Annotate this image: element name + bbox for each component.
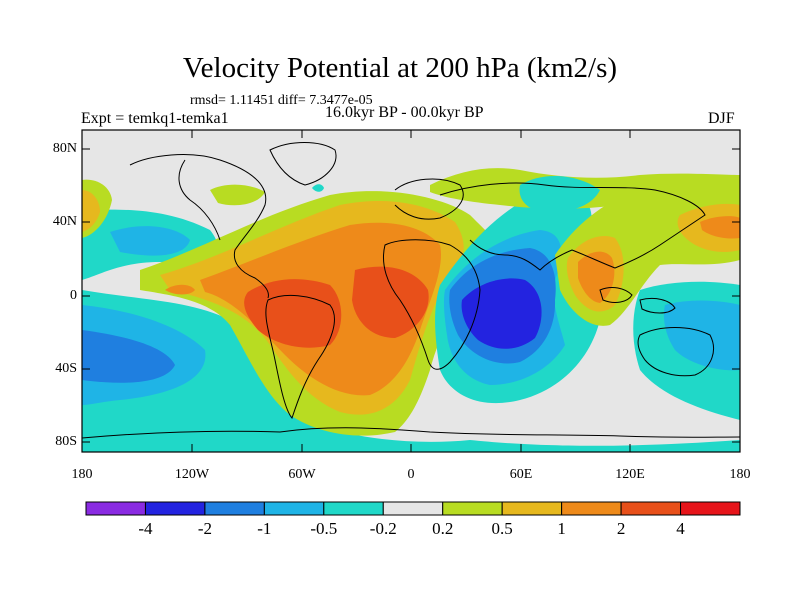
colorbar	[85, 501, 741, 516]
coast-southamerica	[265, 295, 335, 419]
coast-greenland	[269, 142, 337, 186]
contour-orange-northpacific	[700, 216, 740, 239]
contour-yellowgreen-alaska	[210, 184, 265, 206]
contour-cyan-northatlantic	[519, 175, 600, 212]
contour-orange-mid-pacific	[165, 284, 195, 295]
coast-australia	[637, 327, 714, 377]
colorbar-label: 2	[616, 519, 626, 538]
lon-label: 60E	[509, 467, 533, 482]
period-label: 16.0kyr BP - 00.0kyr BP	[325, 104, 484, 121]
contour-darkblue-indian	[461, 278, 542, 349]
colorbar-label: 0.5	[491, 519, 513, 538]
colorbar-box	[501, 501, 563, 516]
lon-label: 180	[729, 467, 751, 482]
contour-fill-layer	[82, 168, 740, 452]
colorbar-label: 0.2	[432, 519, 454, 538]
lon-ticks	[81, 130, 741, 452]
map-title: Velocity Potential at 200 hPa (km2/s)	[182, 52, 618, 84]
stats-text: rmsd= 1.11451 diff= 7.3477e-05	[190, 93, 373, 108]
lat-label: 40S	[55, 361, 77, 376]
experiment-label: Expt = temkq1-temka1	[81, 110, 229, 127]
colorbar-label: -1	[257, 519, 272, 538]
lon-label: 120E	[615, 467, 645, 482]
contour-red-africa	[352, 266, 429, 338]
colorbar-label: -0.2	[369, 519, 397, 538]
colorbar-label: -0.5	[310, 519, 338, 538]
colorbar-label: -2	[197, 519, 212, 538]
contour-blue-west	[82, 330, 175, 383]
coast-antarctica	[82, 427, 740, 439]
lon-label: 180	[71, 467, 93, 482]
colorbar-box	[144, 501, 206, 516]
lat-label: 80N	[52, 141, 77, 156]
colorbar-box	[620, 501, 682, 516]
colorbar-box	[561, 501, 622, 516]
colorbar-box	[382, 501, 444, 516]
lon-label: 0	[407, 467, 415, 482]
colorbar-box	[680, 501, 741, 516]
colorbar-label: 4	[676, 519, 685, 538]
coast-maritime	[599, 287, 676, 314]
contour-lightblue-southpacific	[663, 300, 740, 371]
colorbar-label: 1	[557, 519, 566, 538]
contour-lightblue-nw	[110, 226, 190, 256]
season-label: DJF	[708, 110, 735, 127]
colorbar-box	[323, 501, 384, 516]
lon-label: 120W	[174, 467, 210, 482]
lat-label: 0	[70, 288, 77, 303]
colorbar-box	[85, 501, 146, 516]
colorbar-box	[263, 501, 325, 516]
coast-eurasia	[439, 182, 706, 271]
coast-northamerica	[129, 154, 269, 299]
lon-label: 60W	[288, 467, 316, 482]
colorbar-label: -4	[138, 519, 153, 538]
lat-ticks	[82, 148, 740, 443]
contour-cyan-greenland-spot	[312, 184, 324, 192]
coastline-layer	[82, 142, 740, 439]
colorbar-box	[442, 501, 503, 516]
lat-label: 40N	[52, 214, 77, 229]
lat-label: 80S	[55, 434, 77, 449]
colorbar-box	[204, 501, 265, 516]
coast-europe-africa	[383, 178, 481, 370]
